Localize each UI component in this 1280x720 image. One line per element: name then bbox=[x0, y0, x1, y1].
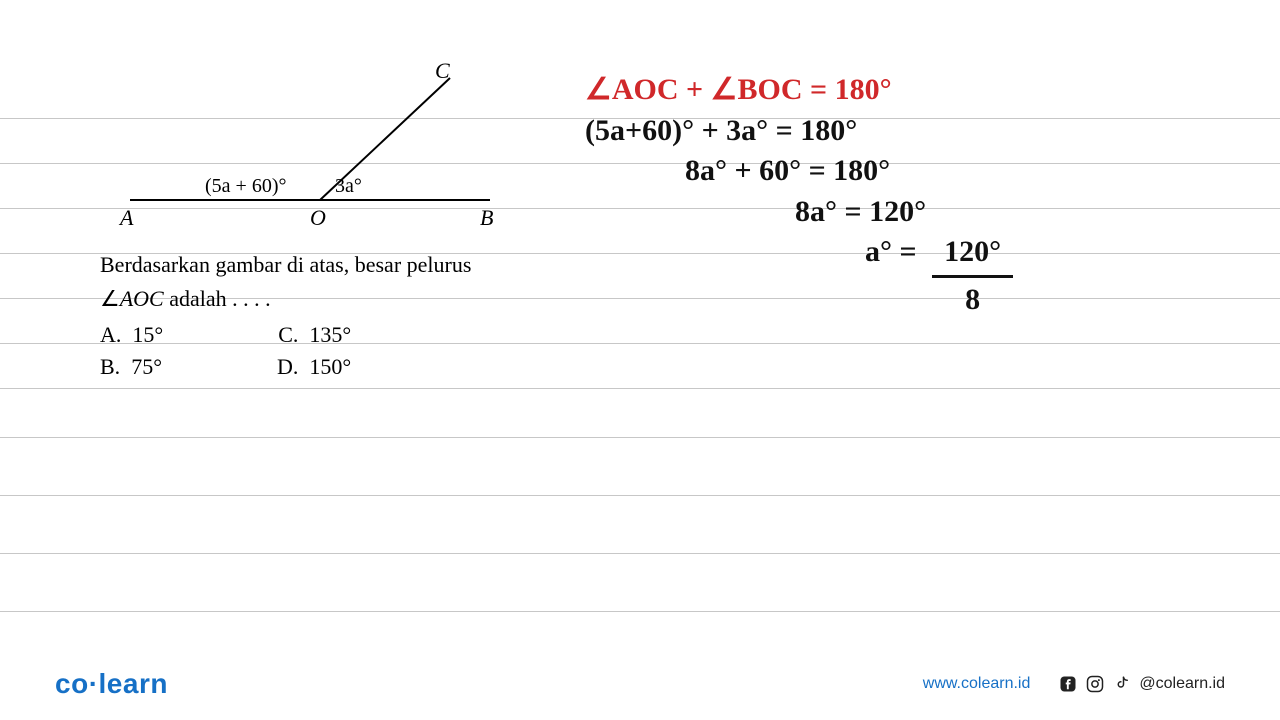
brand-logo: co·learn bbox=[55, 668, 168, 700]
facebook-icon[interactable] bbox=[1058, 674, 1078, 694]
handwriting-fraction: 120° 8 bbox=[932, 232, 1013, 320]
question-line-1: Berdasarkan gambar di atas, besar peluru… bbox=[100, 252, 471, 277]
footer-handle[interactable]: @colearn.id bbox=[1139, 675, 1225, 693]
angle-left-label: (5a + 60)° bbox=[205, 175, 286, 198]
question-angle-symbol: ∠ bbox=[100, 286, 120, 311]
handwriting-step-3: 8a° = 120° bbox=[585, 192, 1225, 233]
footer: co·learn www.colearn.id @colearn.id bbox=[0, 668, 1280, 700]
option-d: D. 150° bbox=[277, 354, 351, 380]
handwriting-step-4: a° = 120° 8 bbox=[585, 232, 1225, 320]
options-row-2: B. 75° D. 150° bbox=[100, 354, 540, 380]
logo-dot: · bbox=[89, 668, 99, 699]
question-text: Berdasarkan gambar di atas, besar peluru… bbox=[100, 248, 540, 316]
ruled-line bbox=[0, 437, 1280, 438]
footer-url[interactable]: www.colearn.id bbox=[923, 675, 1031, 693]
handwriting-red-equation: ∠AOC + ∠BOC = 180° bbox=[585, 70, 1225, 111]
option-c: C. 135° bbox=[278, 322, 351, 348]
page-root: C A O B (5a + 60)° 3a° Berdasarkan gamba… bbox=[0, 0, 1280, 720]
instagram-icon[interactable] bbox=[1085, 674, 1105, 694]
handwriting-step-2: 8a° + 60° = 180° bbox=[585, 151, 1225, 192]
question-block: C A O B (5a + 60)° 3a° Berdasarkan gamba… bbox=[100, 60, 540, 380]
ruled-line bbox=[0, 388, 1280, 389]
handwriting-step-1: (5a+60)° + 3a° = 180° bbox=[585, 111, 1225, 152]
ruled-line bbox=[0, 553, 1280, 554]
point-b-label: B bbox=[480, 205, 493, 231]
footer-social: @colearn.id bbox=[1058, 674, 1225, 694]
handwriting-step-4-lhs: a° = bbox=[865, 235, 917, 268]
question-line-2-rest: adalah . . . . bbox=[164, 286, 271, 311]
angle-right-label: 3a° bbox=[335, 175, 362, 198]
option-a: A. 15° bbox=[100, 322, 163, 348]
ruled-line bbox=[0, 611, 1280, 612]
tiktok-icon[interactable] bbox=[1112, 674, 1132, 694]
point-c-label: C bbox=[435, 58, 450, 84]
handwriting-fraction-den: 8 bbox=[932, 278, 1013, 321]
angle-diagram: C A O B (5a + 60)° 3a° bbox=[110, 60, 510, 230]
ruled-line bbox=[0, 495, 1280, 496]
handwriting-fraction-num: 120° bbox=[932, 232, 1013, 278]
logo-learn: learn bbox=[99, 668, 168, 699]
point-o-label: O bbox=[310, 205, 326, 231]
question-angle-name: AOC bbox=[120, 286, 164, 311]
footer-right: www.colearn.id @colearn.id bbox=[923, 674, 1225, 694]
options-row-1: A. 15° C. 135° bbox=[100, 322, 540, 348]
handwriting-area: ∠AOC + ∠BOC = 180° (5a+60)° + 3a° = 180°… bbox=[585, 70, 1225, 320]
point-a-label: A bbox=[120, 205, 133, 231]
option-b: B. 75° bbox=[100, 354, 162, 380]
logo-co: co bbox=[55, 668, 89, 699]
